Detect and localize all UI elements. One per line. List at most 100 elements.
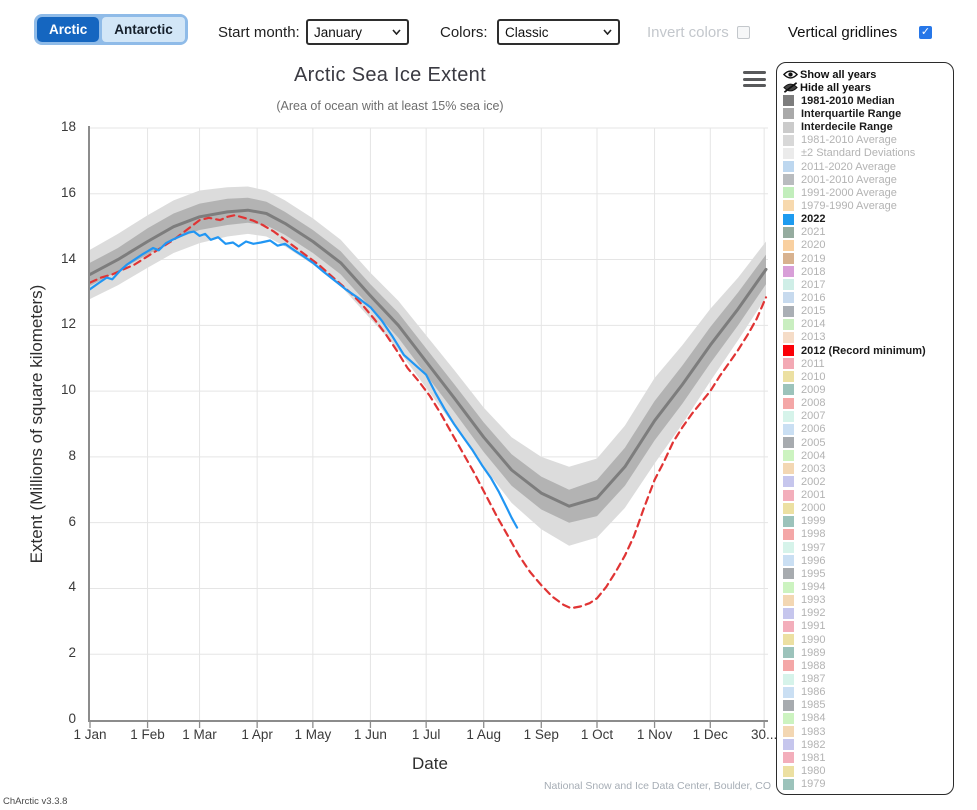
legend-label: 1995: [801, 567, 826, 580]
x-tick-label: 1 Jun: [353, 727, 387, 742]
legend-item-1992[interactable]: 1992: [783, 607, 951, 620]
legend-label: 1981: [801, 751, 826, 764]
legend-swatch: [783, 489, 794, 501]
legend-swatch: [783, 95, 794, 107]
legend-item-1979[interactable]: 1979: [783, 778, 951, 791]
legend-item-1987[interactable]: 1987: [783, 672, 951, 685]
legend-item-2006[interactable]: 2006: [783, 423, 951, 436]
legend-item-1981-2010-average[interactable]: 1981-2010 Average: [783, 134, 951, 147]
legend-swatch: [783, 712, 794, 724]
legend-item-2009[interactable]: 2009: [783, 383, 951, 396]
legend-swatch: [783, 555, 794, 567]
legend-label: Interdecile Range: [801, 121, 893, 134]
legend-item-1994[interactable]: 1994: [783, 580, 951, 593]
legend-label: 2000: [801, 502, 826, 515]
legend-item-1999[interactable]: 1999: [783, 515, 951, 528]
legend-label: 2022: [801, 213, 826, 226]
legend-item-interdecile-range[interactable]: Interdecile Range: [783, 121, 951, 134]
legend-swatch: [783, 358, 794, 370]
legend-item-2008[interactable]: 2008: [783, 397, 951, 410]
legend-item-2019[interactable]: 2019: [783, 252, 951, 265]
legend-item-2020[interactable]: 2020: [783, 239, 951, 252]
legend-item-1988[interactable]: 1988: [783, 659, 951, 672]
legend-item-2003[interactable]: 2003: [783, 462, 951, 475]
tab-antarctic[interactable]: Antarctic: [102, 17, 185, 42]
legend-swatch: [783, 384, 794, 396]
legend-label: 1998: [801, 528, 826, 541]
menu-icon[interactable]: [743, 71, 766, 91]
legend-item-1997[interactable]: 1997: [783, 541, 951, 554]
legend-swatch: [783, 292, 794, 304]
legend-swatch: [783, 213, 794, 225]
legend-item-1979-1990-average[interactable]: 1979-1990 Average: [783, 199, 951, 212]
legend-item-1982[interactable]: 1982: [783, 738, 951, 751]
legend-show-all-years[interactable]: Show all years: [783, 68, 951, 81]
legend-item-2001-2010-average[interactable]: 2001-2010 Average: [783, 173, 951, 186]
legend-item-2002[interactable]: 2002: [783, 475, 951, 488]
chevron-down-icon: [392, 29, 401, 35]
legend-item-1981-2010-median[interactable]: 1981-2010 Median: [783, 94, 951, 107]
legend-swatch: [783, 397, 794, 409]
vertical-gridlines-checkbox[interactable]: ✓: [919, 26, 932, 39]
legend-swatch: [783, 345, 794, 357]
legend-item-2014[interactable]: 2014: [783, 318, 951, 331]
legend-item-2010[interactable]: 2010: [783, 370, 951, 383]
legend-label: 1979-1990 Average: [801, 199, 897, 212]
legend-label: 1986: [801, 686, 826, 699]
legend-swatch: [783, 752, 794, 764]
legend-item-2018[interactable]: 2018: [783, 265, 951, 278]
legend-item-2012-record-minimum[interactable]: 2012 (Record minimum): [783, 344, 951, 357]
y-tick-label: 2: [68, 645, 76, 661]
legend-item-1986[interactable]: 1986: [783, 686, 951, 699]
legend-swatch: [783, 765, 794, 777]
legend-item-1981[interactable]: 1981: [783, 751, 951, 764]
legend-swatch: [783, 673, 794, 685]
legend-swatch: [783, 200, 794, 212]
start-month-label: Start month:: [218, 24, 300, 41]
legend-item-2011-2020-average[interactable]: 2011-2020 Average: [783, 160, 951, 173]
legend-item-1993[interactable]: 1993: [783, 594, 951, 607]
legend-item-2017[interactable]: 2017: [783, 278, 951, 291]
legend-item-1989[interactable]: 1989: [783, 646, 951, 659]
legend-item-2016[interactable]: 2016: [783, 291, 951, 304]
legend-item-2000[interactable]: 2000: [783, 502, 951, 515]
legend-item-1980[interactable]: 1980: [783, 764, 951, 777]
legend-item-1991[interactable]: 1991: [783, 620, 951, 633]
legend-swatch: [783, 134, 794, 146]
legend-item-2001[interactable]: 2001: [783, 489, 951, 502]
x-tick-label: 1 Oct: [580, 727, 614, 742]
legend-label: 2007: [801, 410, 826, 423]
legend-item-1996[interactable]: 1996: [783, 554, 951, 567]
x-axis-label: Date: [412, 754, 448, 773]
legend-item-1995[interactable]: 1995: [783, 567, 951, 580]
legend-label: 2006: [801, 423, 826, 436]
legend-item-1983[interactable]: 1983: [783, 725, 951, 738]
tab-arctic[interactable]: Arctic: [37, 17, 100, 42]
legend-label: 2001: [801, 489, 826, 502]
legend-item-2021[interactable]: 2021: [783, 226, 951, 239]
legend-item-1991-2000-average[interactable]: 1991-2000 Average: [783, 186, 951, 199]
legend-hide-all-years[interactable]: Hide all years: [783, 81, 951, 94]
legend-item-1998[interactable]: 1998: [783, 528, 951, 541]
legend-item-2-standard-deviations[interactable]: ±2 Standard Deviations: [783, 147, 951, 160]
legend-label: 2019: [801, 252, 826, 265]
chart-title: Arctic Sea Ice Extent: [294, 64, 486, 86]
legend-item-2011[interactable]: 2011: [783, 357, 951, 370]
invert-colors-checkbox[interactable]: [737, 26, 750, 39]
legend-item-2022[interactable]: 2022: [783, 213, 951, 226]
start-month-select[interactable]: January: [306, 19, 409, 45]
legend-item-1984[interactable]: 1984: [783, 712, 951, 725]
legend-label: 1984: [801, 712, 826, 725]
legend-item-2013[interactable]: 2013: [783, 331, 951, 344]
legend-item-interquartile-range[interactable]: Interquartile Range: [783, 107, 951, 120]
legend-item-2007[interactable]: 2007: [783, 410, 951, 423]
legend-item-2004[interactable]: 2004: [783, 449, 951, 462]
legend-item-1985[interactable]: 1985: [783, 699, 951, 712]
legend-item-2015[interactable]: 2015: [783, 305, 951, 318]
colors-select[interactable]: Classic: [497, 19, 620, 45]
legend-item-2005[interactable]: 2005: [783, 436, 951, 449]
legend-label: 2021: [801, 226, 826, 239]
legend-item-1990[interactable]: 1990: [783, 633, 951, 646]
x-tick-label: 1 Feb: [130, 727, 165, 742]
legend-label: 1989: [801, 646, 826, 659]
